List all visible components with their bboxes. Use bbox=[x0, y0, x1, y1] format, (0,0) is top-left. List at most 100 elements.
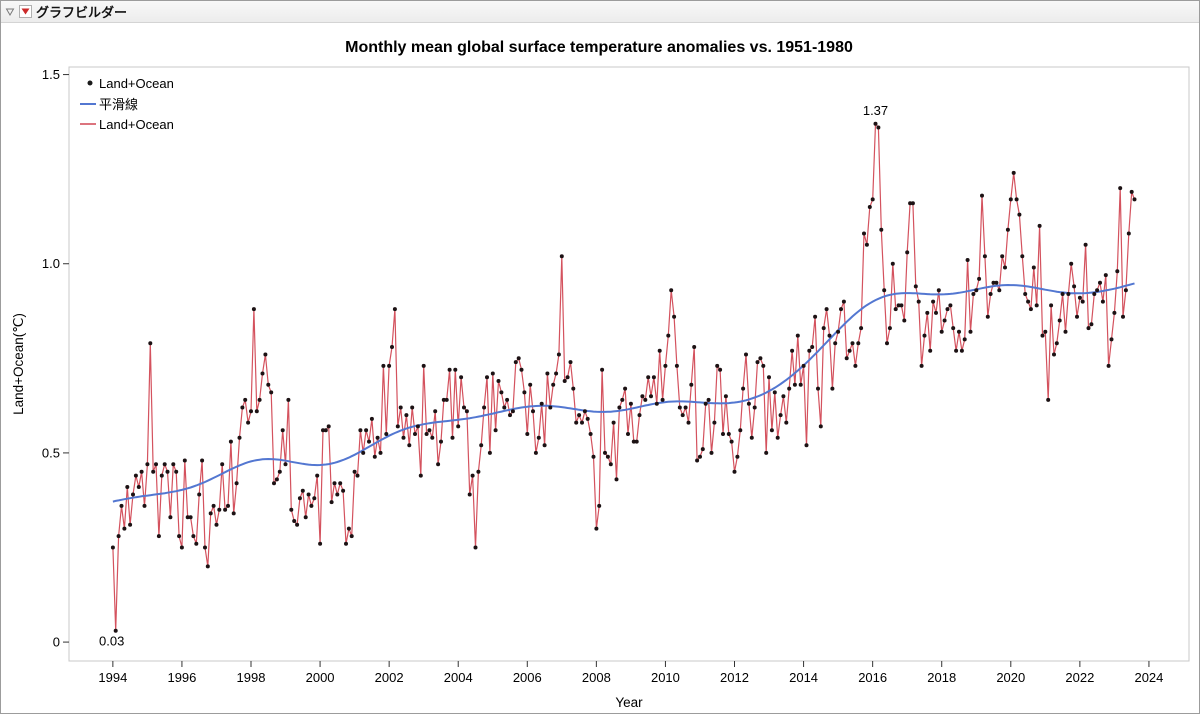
data-point[interactable] bbox=[666, 333, 671, 338]
data-point[interactable] bbox=[821, 326, 826, 331]
data-point[interactable] bbox=[1123, 288, 1128, 293]
data-point[interactable] bbox=[427, 428, 432, 433]
data-point[interactable] bbox=[752, 405, 757, 410]
data-point[interactable] bbox=[928, 348, 933, 353]
data-point[interactable] bbox=[208, 511, 213, 516]
data-point[interactable] bbox=[352, 469, 357, 474]
collapse-icon[interactable] bbox=[5, 7, 15, 17]
data-point[interactable] bbox=[582, 409, 587, 414]
data-point[interactable] bbox=[628, 401, 633, 406]
data-point[interactable] bbox=[775, 435, 780, 440]
data-point[interactable] bbox=[657, 348, 662, 353]
data-point[interactable] bbox=[1052, 352, 1056, 357]
data-point[interactable] bbox=[1008, 197, 1013, 202]
data-point[interactable] bbox=[626, 432, 630, 436]
data-point[interactable] bbox=[159, 473, 164, 478]
data-point[interactable] bbox=[390, 345, 394, 349]
data-point[interactable] bbox=[485, 375, 489, 380]
data-point[interactable] bbox=[516, 356, 521, 361]
data-point[interactable] bbox=[436, 462, 441, 467]
data-point[interactable] bbox=[959, 348, 964, 353]
data-point[interactable] bbox=[369, 416, 374, 421]
data-point[interactable] bbox=[617, 405, 622, 410]
data-point[interactable] bbox=[574, 420, 579, 425]
data-point[interactable] bbox=[191, 534, 196, 539]
data-point[interactable] bbox=[462, 405, 466, 410]
data-point[interactable] bbox=[588, 432, 593, 436]
data-point[interactable] bbox=[205, 564, 210, 569]
data-point[interactable] bbox=[1020, 254, 1025, 259]
data-point[interactable] bbox=[246, 420, 251, 425]
data-point[interactable] bbox=[597, 503, 602, 508]
data-point[interactable] bbox=[1092, 292, 1097, 296]
data-point[interactable] bbox=[856, 341, 861, 346]
data-point[interactable] bbox=[133, 473, 138, 478]
data-point[interactable] bbox=[620, 397, 625, 402]
data-point[interactable] bbox=[672, 314, 677, 319]
data-point[interactable] bbox=[407, 443, 412, 448]
data-point[interactable] bbox=[338, 481, 343, 486]
data-point[interactable] bbox=[565, 375, 570, 380]
data-point[interactable] bbox=[375, 435, 380, 440]
data-point[interactable] bbox=[148, 341, 153, 346]
data-point[interactable] bbox=[790, 348, 795, 353]
smoother-line[interactable] bbox=[112, 282, 1135, 503]
data-point[interactable] bbox=[1098, 280, 1102, 285]
data-point[interactable] bbox=[329, 500, 334, 505]
data-point[interactable] bbox=[841, 299, 846, 304]
data-point[interactable] bbox=[323, 428, 328, 433]
data-point[interactable] bbox=[603, 450, 607, 455]
data-point[interactable] bbox=[453, 367, 458, 372]
data-point[interactable] bbox=[571, 386, 576, 391]
data-point[interactable] bbox=[988, 292, 993, 296]
data-point[interactable] bbox=[683, 405, 688, 410]
data-point[interactable] bbox=[292, 519, 297, 523]
data-point[interactable] bbox=[764, 450, 769, 455]
data-point[interactable] bbox=[263, 352, 268, 357]
data-point[interactable] bbox=[349, 534, 354, 539]
data-point[interactable] bbox=[934, 310, 938, 315]
data-point[interactable] bbox=[470, 473, 475, 478]
data-point[interactable] bbox=[712, 420, 717, 425]
data-point[interactable] bbox=[479, 443, 484, 448]
data-point[interactable] bbox=[303, 515, 308, 520]
data-point[interactable] bbox=[392, 307, 397, 312]
data-point[interactable] bbox=[1115, 269, 1120, 274]
data-point[interactable] bbox=[110, 545, 115, 550]
data-point[interactable] bbox=[1126, 231, 1131, 236]
data-point[interactable] bbox=[919, 363, 924, 368]
data-point[interactable] bbox=[430, 435, 435, 440]
data-point[interactable] bbox=[1121, 314, 1125, 319]
data-point[interactable] bbox=[473, 545, 478, 550]
data-point[interactable] bbox=[542, 443, 547, 448]
data-point[interactable] bbox=[522, 390, 527, 395]
data-point[interactable] bbox=[864, 242, 869, 247]
data-point[interactable] bbox=[925, 310, 930, 315]
data-point[interactable] bbox=[496, 379, 501, 383]
data-point[interactable] bbox=[867, 205, 872, 209]
data-point[interactable] bbox=[804, 443, 809, 448]
data-point[interactable] bbox=[556, 352, 561, 357]
data-point[interactable] bbox=[280, 428, 285, 433]
data-point[interactable] bbox=[568, 360, 573, 365]
data-point[interactable] bbox=[358, 428, 363, 433]
data-point[interactable] bbox=[533, 450, 538, 455]
data-point[interactable] bbox=[562, 379, 567, 383]
data-point[interactable] bbox=[801, 363, 806, 368]
data-point[interactable] bbox=[254, 409, 259, 414]
data-point[interactable] bbox=[853, 363, 858, 368]
data-point[interactable] bbox=[490, 371, 495, 376]
data-point[interactable] bbox=[531, 409, 535, 414]
data-point[interactable] bbox=[554, 371, 559, 376]
data-point[interactable] bbox=[885, 341, 889, 346]
data-point[interactable] bbox=[646, 375, 651, 380]
data-point[interactable] bbox=[910, 201, 915, 206]
data-point[interactable] bbox=[954, 348, 959, 353]
data-point[interactable] bbox=[387, 363, 392, 368]
data-point[interactable] bbox=[902, 318, 907, 323]
data-point[interactable] bbox=[476, 469, 481, 474]
data-point[interactable] bbox=[459, 375, 464, 380]
data-point[interactable] bbox=[982, 254, 987, 259]
data-point[interactable] bbox=[171, 462, 176, 467]
data-point[interactable] bbox=[700, 447, 705, 452]
